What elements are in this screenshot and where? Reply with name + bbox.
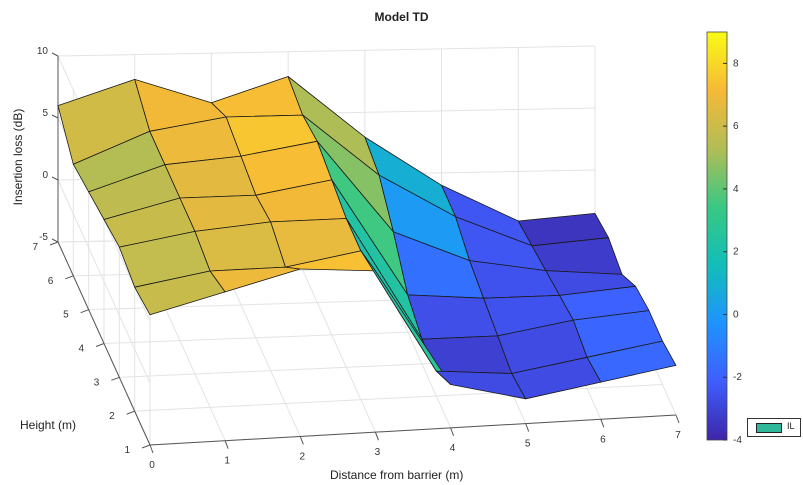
y-tick-mark [65,275,74,280]
x-tick-mark [525,423,530,432]
y-tick-mark [111,376,120,381]
y-tick-mark [141,444,151,449]
x-tick-label: 5 [525,439,531,450]
legend[interactable]: IL [747,418,801,437]
x-tick-label: 6 [600,434,606,445]
colorbar-tick-label: -2 [733,372,742,383]
colorbar-tick-label: 8 [733,58,739,69]
z-tick-label: -5 [39,232,48,243]
grid-line [57,179,151,384]
z-tick-label: 5 [42,108,48,119]
y-tick-label: 7 [32,242,38,253]
y-tick-mark [49,241,59,246]
y-axis-label: Height (m) [20,418,77,432]
x-tick-mark [149,444,154,454]
x-tick-mark [600,419,605,428]
y-tick-mark [95,343,105,347]
y-tick-label: 6 [48,276,54,287]
x-tick-label: 2 [300,451,306,462]
x-tick-mark [299,436,304,445]
colorbar-tick-label: 0 [733,309,739,320]
x-tick-label: 4 [450,443,456,454]
x-axis-label: Distance from barrier (m) [330,468,464,482]
y-tick-label: 1 [124,445,130,456]
x-tick-label: 7 [675,430,681,441]
colorbar-tick-label: 4 [733,184,739,195]
surface-patch [210,76,304,118]
colorbar-tick-label: -4 [733,435,742,446]
x-tick-mark [450,427,455,437]
z-tick-mark [51,114,59,119]
y-tick-label: 3 [94,377,100,388]
y-tick-label: 4 [78,344,84,355]
z-tick-label: 0 [42,170,48,181]
grid-line [134,384,663,412]
colorbar: -4 -2 0 2 4 6 8 [706,31,742,446]
x-tick-label: 3 [375,447,381,458]
x-tick-mark [675,414,680,424]
colorbar-tick-label: 6 [733,121,739,132]
colorbar-tick-label: 2 [733,247,739,258]
z-tick-mark [51,238,59,243]
y-tick-label: 5 [63,310,69,321]
y-tick-mark [80,309,89,314]
surface-patch [586,340,677,383]
surface [57,76,677,400]
x-axis-line [149,414,677,446]
y-tick-label: 2 [109,411,115,422]
x-tick-mark [224,440,229,449]
surface-patch [407,294,499,340]
z-tick-mark [51,176,59,181]
z-axis-label: Insertion loss (dB) [11,108,25,206]
x-tick-label: 1 [224,456,230,467]
grid-line [57,45,596,57]
z-tick-label: 10 [37,46,49,57]
colorbar-bar [706,31,728,441]
surface-patch [209,266,301,293]
legend-swatch [756,423,782,433]
x-tick-mark [374,431,379,441]
legend-entry: IL [787,421,795,431]
z-axis-label-box: Insertion loss (dB) [8,98,28,218]
y-tick-mark [126,410,135,415]
chart-title: Model TD [374,10,429,24]
z-tick-mark [51,52,59,57]
x-tick-label: 0 [149,460,155,471]
